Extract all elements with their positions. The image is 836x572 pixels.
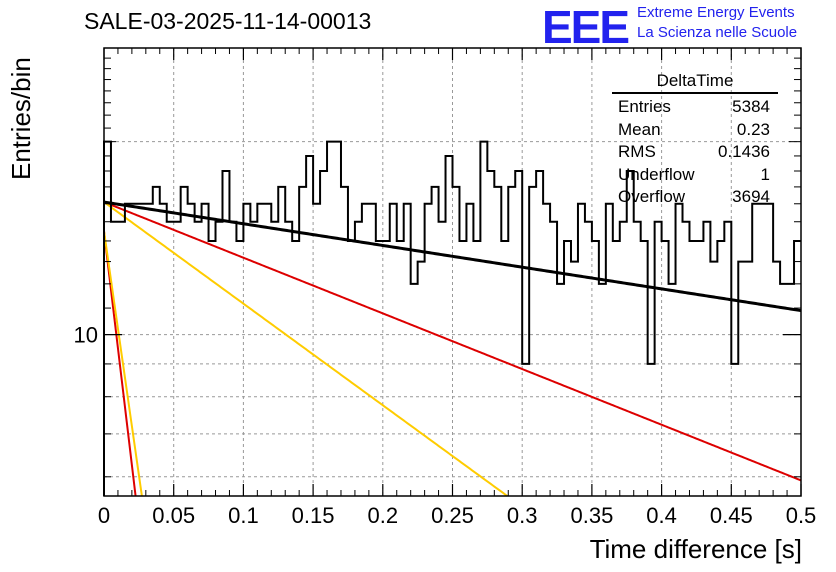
stats-value: 5384 xyxy=(732,97,770,116)
grid-lines xyxy=(104,48,801,496)
x-tick-label: 0 xyxy=(98,503,110,528)
stats-row-rms: RMS 0.1436 xyxy=(612,141,778,164)
stats-row-mean: Mean 0.23 xyxy=(612,119,778,142)
stats-row-underflow: Underflow 1 xyxy=(612,164,778,187)
curve-yellow_fast xyxy=(103,231,143,497)
x-tick-label: 0.4 xyxy=(646,503,677,528)
x-tick-label: 0.5 xyxy=(786,503,817,528)
stats-label: Mean xyxy=(618,119,661,139)
axis-ticks xyxy=(103,48,802,496)
curve-red_slow xyxy=(103,201,802,482)
curves xyxy=(103,201,802,497)
x-tick-label: 0.2 xyxy=(368,503,399,528)
stats-value: 0.1436 xyxy=(718,142,770,161)
x-tick-label: 0.05 xyxy=(152,503,195,528)
y-tick-label: 10 xyxy=(74,323,98,348)
x-tick-label: 0.45 xyxy=(710,503,753,528)
stats-box: DeltaTime Entries 5384 Mean 0.23 RMS 0.1… xyxy=(612,70,778,209)
stats-label: RMS xyxy=(618,142,656,161)
x-tick-labels: 0 0.05 0.1 0.15 0.2 0.25 0.3 0.35 0.4 0.45 0.5 xyxy=(98,503,816,528)
stats-title: DeltaTime xyxy=(612,70,778,94)
stats-value: 3694 xyxy=(732,187,770,206)
stats-value: 1 xyxy=(760,164,770,184)
stats-label: Entries xyxy=(618,97,671,116)
stats-label: Underflow xyxy=(618,164,695,184)
x-tick-label: 0.35 xyxy=(570,503,613,528)
stats-row-overflow: Overflow 3694 xyxy=(612,186,778,209)
x-tick-label: 0.25 xyxy=(431,503,474,528)
eee-logo: EEE xyxy=(542,1,630,53)
curve-fit xyxy=(103,200,802,313)
y-tick-labels: 10 xyxy=(74,323,98,348)
stats-value: 0.23 xyxy=(736,119,770,139)
stats-row-entries: Entries 5384 xyxy=(612,96,778,119)
histogram-steps xyxy=(103,140,801,496)
x-axis-label: Time difference [s] xyxy=(589,534,802,564)
x-tick-label: 0.15 xyxy=(292,503,335,528)
x-tick-label: 0.3 xyxy=(507,503,538,528)
x-tick-label: 0.1 xyxy=(228,503,259,528)
chart-title: SALE-03-2025-11-14-00013 xyxy=(84,8,372,34)
curve-yellow_slow xyxy=(103,201,508,497)
curve-red_fast xyxy=(103,231,137,497)
fit-curve xyxy=(103,200,802,313)
stats-label: Overflow xyxy=(618,187,686,206)
eee-logo-line2: La Scienza nelle Scuole xyxy=(637,24,798,41)
eee-logo-line1: Extreme Energy Events xyxy=(637,4,795,21)
